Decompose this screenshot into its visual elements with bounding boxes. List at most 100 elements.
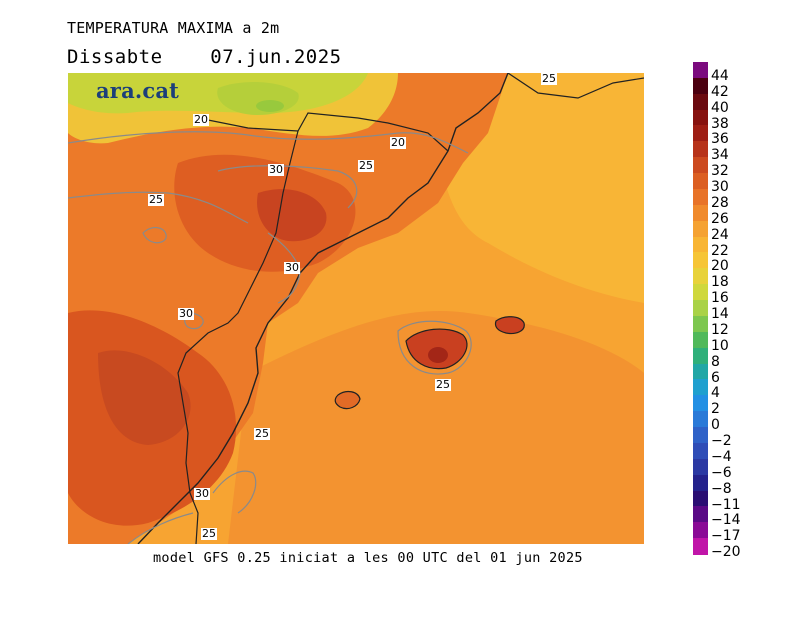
colorbar-tick-label: −8 bbox=[711, 480, 732, 497]
colorbar-tick-label: 34 bbox=[711, 147, 729, 164]
colorbar-tick-label: −4 bbox=[711, 448, 732, 465]
colorbar-tick-label: 2 bbox=[711, 401, 720, 418]
colorbar-segment bbox=[693, 379, 708, 396]
colorbar-tick-label: 14 bbox=[711, 306, 729, 323]
contour-label: 20 bbox=[193, 113, 209, 126]
coldest-spot bbox=[256, 100, 284, 112]
colorbar-tick-label: −20 bbox=[711, 544, 741, 561]
colorbar-segment bbox=[693, 77, 708, 95]
temperature-map: ara.cat 20 20 25 25 25 25 25 25 30 30 30… bbox=[68, 73, 644, 544]
island-menorca bbox=[494, 316, 525, 335]
mallorca-hot-core bbox=[428, 347, 448, 363]
contour-label: 25 bbox=[148, 193, 164, 206]
contour-label: 20 bbox=[390, 136, 406, 149]
colorbar-segment bbox=[693, 315, 708, 333]
colorbar-tick-label: 4 bbox=[711, 385, 720, 402]
contour-label: 30 bbox=[178, 307, 194, 320]
contour-label: 30 bbox=[194, 487, 210, 500]
colorbar-tick-label: −11 bbox=[711, 496, 741, 513]
colorbar-tick-label: 12 bbox=[711, 321, 729, 338]
colorbar-segment bbox=[693, 62, 708, 79]
colorbar-segment bbox=[693, 93, 708, 111]
colorbar-tick-label: 24 bbox=[711, 226, 729, 243]
contour-25-bottom bbox=[127, 512, 194, 544]
colorbar-segment bbox=[693, 109, 708, 127]
colorbar-tick-label: 20 bbox=[711, 258, 729, 275]
colorbar-tick-label: 36 bbox=[711, 131, 729, 148]
colorbar-segment bbox=[693, 411, 708, 428]
hot-core-ebro bbox=[257, 189, 327, 242]
contour-label: 25 bbox=[435, 378, 451, 391]
forecast-day: Dissabte bbox=[67, 46, 163, 68]
contour-20 bbox=[68, 131, 469, 154]
colorbar-tick-label: 10 bbox=[711, 337, 729, 354]
contour-label: 25 bbox=[201, 527, 217, 540]
colorbar-segment bbox=[693, 220, 708, 238]
colorbar-segment bbox=[693, 442, 708, 460]
colorbar-tick-label: 8 bbox=[711, 353, 720, 370]
colorbar-tick-label: 42 bbox=[711, 83, 729, 100]
colorbar-segment bbox=[693, 173, 708, 190]
colorbar-tick-label: 26 bbox=[711, 210, 729, 227]
colorbar-segment bbox=[693, 506, 708, 523]
colorbar-segment bbox=[693, 522, 708, 539]
colorbar-segment bbox=[693, 395, 708, 412]
contour-30-spot bbox=[184, 312, 204, 330]
colorbar-segment bbox=[693, 252, 708, 269]
contour-small bbox=[142, 226, 167, 244]
sea-warm-area bbox=[228, 311, 644, 544]
colorbar-segment bbox=[693, 141, 708, 158]
border-regions bbox=[177, 130, 299, 544]
contour-label: 25 bbox=[541, 73, 557, 85]
contour-25-island bbox=[397, 320, 472, 375]
island-ibiza bbox=[334, 390, 361, 410]
contour-25-south bbox=[212, 470, 257, 514]
contour-label: 25 bbox=[254, 427, 270, 440]
contour-30-coast bbox=[267, 232, 301, 304]
contour-label: 30 bbox=[284, 261, 300, 274]
colorbar-tick-label: 18 bbox=[711, 274, 729, 291]
map-canvas bbox=[68, 73, 644, 544]
border-france bbox=[197, 112, 449, 152]
colorbar-segment bbox=[693, 204, 708, 222]
contour-30-north bbox=[217, 165, 358, 209]
forecast-date: Dissabte 07.jun.2025 bbox=[67, 46, 342, 68]
coastline bbox=[137, 73, 509, 544]
colorbar-segment bbox=[693, 427, 708, 444]
colorbar-segment bbox=[693, 188, 708, 206]
colorbar-segment bbox=[693, 458, 708, 476]
model-caption: model GFS 0.25 iniciat a les 00 UTC del … bbox=[153, 550, 583, 566]
colorbar-tick-label: 22 bbox=[711, 242, 729, 259]
colorbar-segment bbox=[693, 125, 708, 142]
colorbar-segment bbox=[693, 347, 708, 365]
colorbar-tick-label: 44 bbox=[711, 68, 729, 84]
colorbar-segment bbox=[693, 363, 708, 381]
colorbar-tick-label: 0 bbox=[711, 417, 720, 434]
colorbar-tick-label: 40 bbox=[711, 99, 729, 116]
contour-25-north bbox=[68, 191, 249, 224]
colorbar-tick-label: 32 bbox=[711, 163, 729, 180]
chart-title: TEMPERATURA MAXIMA a 2m bbox=[67, 19, 280, 37]
colorbar-segment bbox=[693, 157, 708, 174]
colorbar-tick-label: −6 bbox=[711, 464, 732, 481]
colorbar-tick-label: −17 bbox=[711, 528, 741, 545]
colorbar-tick-label: 30 bbox=[711, 179, 729, 196]
temperature-colorbar bbox=[693, 62, 708, 555]
colorbar-tick-label: 38 bbox=[711, 115, 729, 132]
colorbar-tick-label: −14 bbox=[711, 512, 741, 529]
colorbar-segment bbox=[693, 236, 708, 254]
colorbar-segment bbox=[693, 284, 708, 301]
border-north bbox=[507, 73, 644, 99]
colorbar-segment bbox=[693, 538, 708, 555]
hot-core-west bbox=[98, 350, 191, 445]
colorbar-tick-label: −2 bbox=[711, 433, 732, 450]
colorbar-tick-label: 6 bbox=[711, 369, 720, 386]
colorbar-segment bbox=[693, 331, 708, 349]
colorbar-segment bbox=[693, 490, 708, 507]
contour-label: 30 bbox=[268, 163, 284, 176]
colorbar-segment bbox=[693, 300, 708, 317]
forecast-date-value: 07.jun.2025 bbox=[210, 46, 342, 68]
brand-logo: ara.cat bbox=[96, 78, 180, 103]
contour-label: 25 bbox=[358, 159, 374, 172]
colorbar-tick-label: 28 bbox=[711, 194, 729, 211]
